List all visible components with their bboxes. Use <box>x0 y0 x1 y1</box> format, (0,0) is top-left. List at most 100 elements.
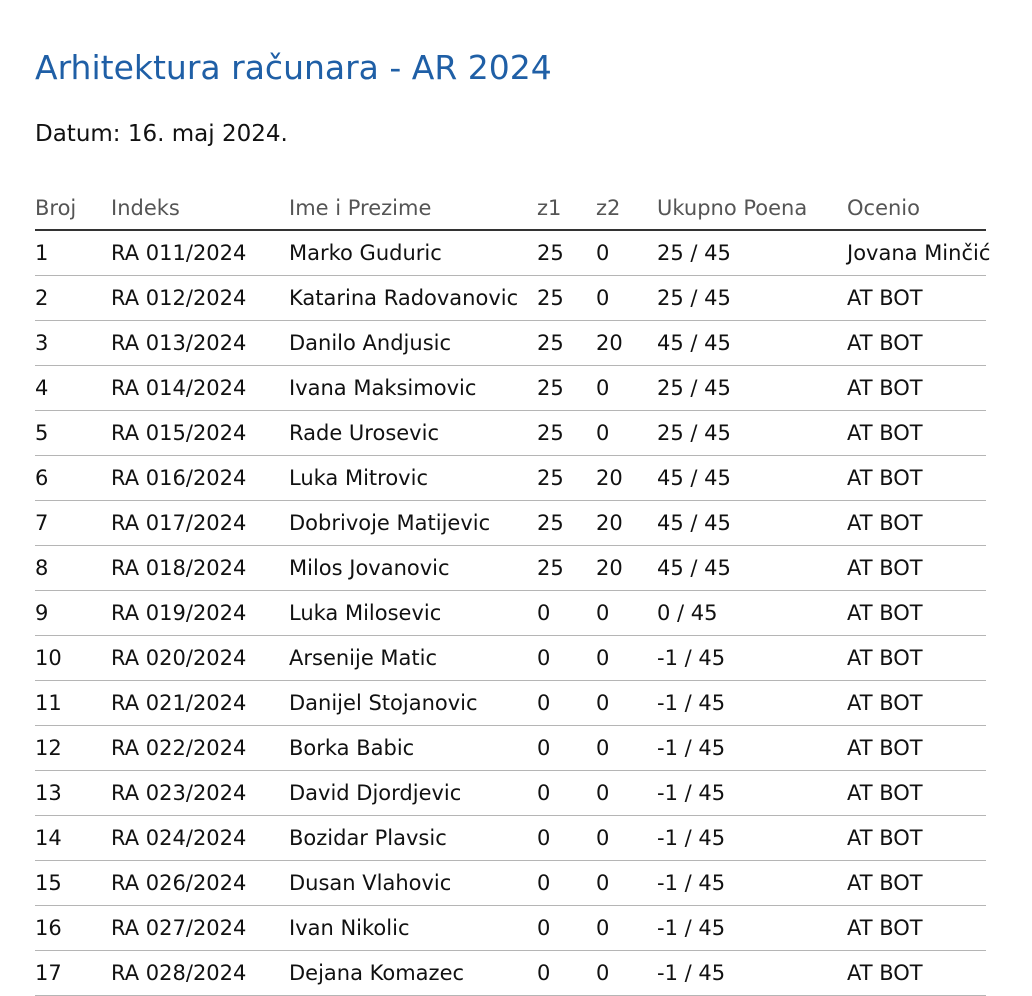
cell-indeks: RA 015/2024 <box>111 410 289 456</box>
table-row: 3 RA 013/2024 Danilo Andjusic 25 20 45 /… <box>35 320 986 366</box>
cell-ukupno: -1 / 45 <box>657 770 847 816</box>
cell-broj: 9 <box>35 590 111 636</box>
cell-indeks: RA 022/2024 <box>111 725 289 771</box>
cell-z1: 0 <box>537 950 596 996</box>
table-row: 2 RA 012/2024 Katarina Radovanovic 25 0 … <box>35 275 986 321</box>
cell-z1: 0 <box>537 770 596 816</box>
cell-z2: 0 <box>596 725 657 771</box>
table-row: 14 RA 024/2024 Bozidar Plavsic 0 0 -1 / … <box>35 815 986 861</box>
cell-ukupno: -1 / 45 <box>657 905 847 951</box>
cell-ime: Bozidar Plavsic <box>289 815 537 861</box>
cell-ukupno: 45 / 45 <box>657 545 847 591</box>
table-row: 8 RA 018/2024 Milos Jovanovic 25 20 45 /… <box>35 545 986 591</box>
cell-ocenio: AT BOT <box>847 905 986 951</box>
column-header-ocenio: Ocenio <box>847 186 986 231</box>
cell-z1: 25 <box>537 545 596 591</box>
cell-broj: 7 <box>35 500 111 546</box>
cell-ime: Danijel Stojanovic <box>289 680 537 726</box>
cell-ocenio: AT BOT <box>847 680 986 726</box>
cell-broj: 4 <box>35 365 111 411</box>
cell-ukupno: 0 / 45 <box>657 590 847 636</box>
cell-ime: Ivan Nikolic <box>289 905 537 951</box>
cell-ocenio: AT BOT <box>847 725 986 771</box>
table-row: 13 RA 023/2024 David Djordjevic 0 0 -1 /… <box>35 770 986 816</box>
cell-broj: 8 <box>35 545 111 591</box>
cell-z2: 0 <box>596 590 657 636</box>
cell-ime: Rade Urosevic <box>289 410 537 456</box>
table-row: 7 RA 017/2024 Dobrivoje Matijevic 25 20 … <box>35 500 986 546</box>
cell-z1: 25 <box>537 410 596 456</box>
cell-indeks: RA 026/2024 <box>111 860 289 906</box>
cell-ime: Dejana Komazec <box>289 950 537 996</box>
table-row: 5 RA 015/2024 Rade Urosevic 25 0 25 / 45… <box>35 410 986 456</box>
cell-ukupno: -1 / 45 <box>657 635 847 681</box>
table-row: 11 RA 021/2024 Danijel Stojanovic 0 0 -1… <box>35 680 986 726</box>
cell-broj: 13 <box>35 770 111 816</box>
cell-indeks: RA 021/2024 <box>111 680 289 726</box>
cell-z2: 0 <box>596 365 657 411</box>
column-header-ime: Ime i Prezime <box>289 186 537 231</box>
cell-indeks: RA 012/2024 <box>111 275 289 321</box>
cell-broj: 2 <box>35 275 111 321</box>
cell-z1: 0 <box>537 905 596 951</box>
cell-ukupno: -1 / 45 <box>657 815 847 861</box>
cell-ime: Arsenije Matic <box>289 635 537 681</box>
cell-broj: 14 <box>35 815 111 861</box>
cell-ukupno: 45 / 45 <box>657 455 847 501</box>
column-header-z2: z2 <box>596 186 657 231</box>
cell-indeks: RA 027/2024 <box>111 905 289 951</box>
cell-indeks: RA 023/2024 <box>111 770 289 816</box>
cell-ime: Dusan Vlahovic <box>289 860 537 906</box>
cell-z1: 0 <box>537 590 596 636</box>
cell-ime: Borka Babic <box>289 725 537 771</box>
cell-indeks: RA 024/2024 <box>111 815 289 861</box>
table-row: 4 RA 014/2024 Ivana Maksimovic 25 0 25 /… <box>35 365 986 411</box>
cell-z2: 0 <box>596 635 657 681</box>
cell-z1: 0 <box>537 635 596 681</box>
cell-z1: 25 <box>537 455 596 501</box>
cell-broj: 10 <box>35 635 111 681</box>
cell-ukupno: 45 / 45 <box>657 500 847 546</box>
cell-ukupno: 25 / 45 <box>657 230 847 276</box>
column-header-z1: z1 <box>537 186 596 231</box>
cell-indeks: RA 028/2024 <box>111 950 289 996</box>
cell-broj: 12 <box>35 725 111 771</box>
cell-ocenio: AT BOT <box>847 455 986 501</box>
table-row: 1 RA 011/2024 Marko Guduric 25 0 25 / 45… <box>35 230 990 276</box>
cell-ocenio: AT BOT <box>847 950 986 996</box>
cell-ocenio: AT BOT <box>847 500 986 546</box>
cell-ocenio: Jovana Minčić <box>847 230 990 276</box>
table-header-row: Broj Indeks Ime i Prezime z1 z2 Ukupno P… <box>35 186 986 231</box>
cell-indeks: RA 019/2024 <box>111 590 289 636</box>
cell-z2: 0 <box>596 410 657 456</box>
cell-z1: 25 <box>537 230 596 276</box>
column-header-broj: Broj <box>35 186 111 231</box>
cell-z1: 0 <box>537 860 596 906</box>
cell-z2: 0 <box>596 275 657 321</box>
cell-broj: 16 <box>35 905 111 951</box>
cell-indeks: RA 018/2024 <box>111 545 289 591</box>
cell-z1: 0 <box>537 680 596 726</box>
cell-indeks: RA 017/2024 <box>111 500 289 546</box>
cell-z2: 0 <box>596 815 657 861</box>
cell-ime: Dobrivoje Matijevic <box>289 500 537 546</box>
cell-z2: 0 <box>596 950 657 996</box>
results-table: Broj Indeks Ime i Prezime z1 z2 Ukupno P… <box>35 186 990 996</box>
cell-ukupno: -1 / 45 <box>657 680 847 726</box>
cell-ukupno: -1 / 45 <box>657 950 847 996</box>
cell-ocenio: AT BOT <box>847 815 986 861</box>
cell-ocenio: AT BOT <box>847 410 986 456</box>
cell-ocenio: AT BOT <box>847 275 986 321</box>
cell-z2: 0 <box>596 680 657 726</box>
table-row: 9 RA 019/2024 Luka Milosevic 0 0 0 / 45 … <box>35 590 986 636</box>
cell-broj: 11 <box>35 680 111 726</box>
cell-indeks: RA 011/2024 <box>111 230 289 276</box>
cell-z2: 0 <box>596 770 657 816</box>
cell-z1: 25 <box>537 365 596 411</box>
cell-ocenio: AT BOT <box>847 635 986 681</box>
cell-broj: 5 <box>35 410 111 456</box>
cell-indeks: RA 014/2024 <box>111 365 289 411</box>
cell-ime: Luka Milosevic <box>289 590 537 636</box>
cell-z1: 25 <box>537 320 596 366</box>
cell-z2: 20 <box>596 320 657 366</box>
